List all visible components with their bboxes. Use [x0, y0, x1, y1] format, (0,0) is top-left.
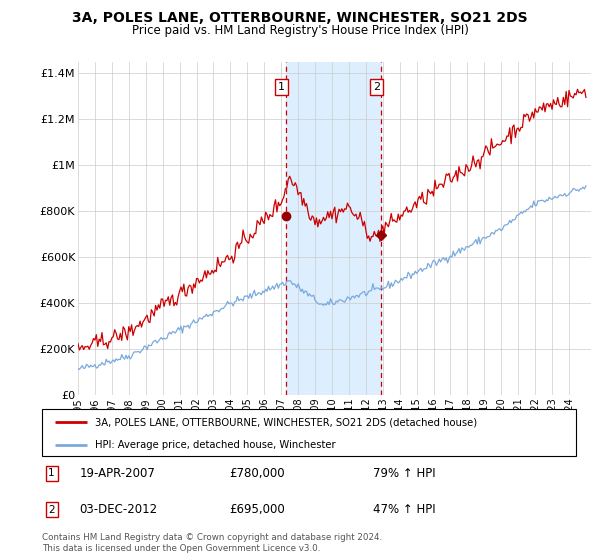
Text: 1: 1 — [48, 468, 55, 478]
Text: £695,000: £695,000 — [229, 503, 284, 516]
Text: 2: 2 — [373, 82, 380, 92]
Text: Contains HM Land Registry data © Crown copyright and database right 2024.
This d: Contains HM Land Registry data © Crown c… — [42, 533, 382, 553]
Text: 19-APR-2007: 19-APR-2007 — [79, 466, 155, 480]
Text: 3A, POLES LANE, OTTERBOURNE, WINCHESTER, SO21 2DS (detached house): 3A, POLES LANE, OTTERBOURNE, WINCHESTER,… — [95, 417, 478, 427]
Text: £780,000: £780,000 — [229, 466, 284, 480]
FancyBboxPatch shape — [42, 409, 576, 456]
Text: HPI: Average price, detached house, Winchester: HPI: Average price, detached house, Winc… — [95, 440, 336, 450]
Text: 03-DEC-2012: 03-DEC-2012 — [79, 503, 158, 516]
Text: 47% ↑ HPI: 47% ↑ HPI — [373, 503, 436, 516]
Text: 1: 1 — [278, 82, 284, 92]
Text: Price paid vs. HM Land Registry's House Price Index (HPI): Price paid vs. HM Land Registry's House … — [131, 24, 469, 36]
Bar — [286, 62, 382, 395]
Text: 3A, POLES LANE, OTTERBOURNE, WINCHESTER, SO21 2DS: 3A, POLES LANE, OTTERBOURNE, WINCHESTER,… — [72, 11, 528, 25]
Text: 2: 2 — [48, 505, 55, 515]
Text: 79% ↑ HPI: 79% ↑ HPI — [373, 466, 436, 480]
